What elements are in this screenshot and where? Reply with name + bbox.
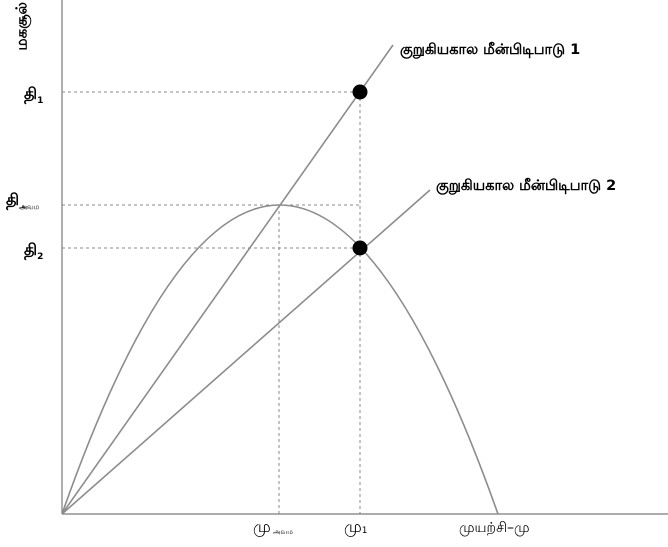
sustainable-yield-curve [61, 204, 499, 515]
catch-line-1-label: குறுகியகால மீன்பிடிபாடு 1 [400, 41, 580, 59]
tick-tmax: திஅவம [6, 190, 40, 211]
tick-m1: மு1 [344, 517, 368, 537]
point-line2-m1 [352, 240, 368, 256]
catch-line-1 [61, 44, 394, 515]
tick-t1: தி1 [24, 84, 43, 106]
point-line1-m1 [352, 84, 368, 100]
tick-t2: தி2 [24, 240, 43, 262]
x-axis-label: முயற்சி–மு [459, 520, 530, 536]
tick-mmax: மு அவம [253, 517, 293, 537]
y-axis-label: மகசூல் [13, 2, 32, 50]
catch-line-2-label: குறுகியகால மீன்பிடிபாடு 2 [436, 177, 616, 195]
catch-line-2 [61, 189, 431, 515]
